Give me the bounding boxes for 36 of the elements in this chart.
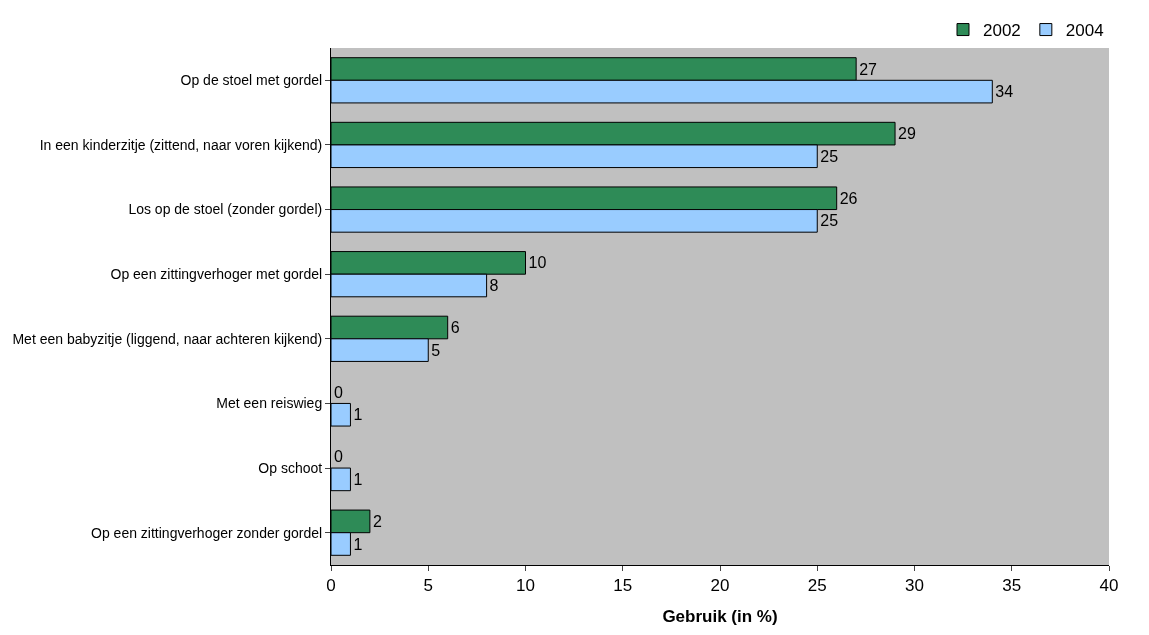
x-tick-label: 15 [613,576,633,596]
y-tick-label: Met een babyzitje (liggend, naar achteren kijkend) [12,330,323,347]
data-label: 10 [528,254,547,272]
data-label: 25 [820,212,839,230]
x-axis-title: Gebruik (in %) [662,606,778,626]
x-tick-label: 40 [1099,576,1119,596]
x-tick-label: 35 [1002,576,1022,596]
y-tick-label: In een kinderzitje (zittend, naar voren kijkend) [39,136,323,153]
x-tick-label: 5 [423,576,433,596]
legend-label: 2004 [1065,21,1104,41]
x-tick-label: 25 [807,576,827,596]
data-label: 0 [334,383,343,401]
x-tick-label: 20 [710,576,730,596]
data-label: 34 [995,83,1014,101]
y-tick-label: Los op de stoel (zonder gordel) [128,201,323,218]
data-label: 2 [372,512,382,530]
data-label: 26 [839,189,858,207]
data-label: 1 [353,535,363,553]
data-label: 29 [898,125,916,143]
y-tick-label: Met een reiswieg [216,395,323,412]
data-label: 5 [431,341,441,359]
x-tick-label: 0 [326,576,336,596]
y-tick-label: Op een zittingverhoger met gordel [110,266,323,283]
y-tick-label: Op een zittingverhoger zonder gordel [91,524,323,541]
data-label: 27 [859,60,878,78]
data-label: 1 [353,406,363,424]
x-tick-label: 10 [516,576,535,596]
data-label: 8 [489,277,499,294]
x-tick-label: 30 [905,576,924,596]
data-label: 0 [334,448,343,466]
legend-label: 2002 [983,21,1021,41]
data-label: 6 [450,319,460,336]
data-label: 25 [820,147,839,165]
y-tick-label: Op de stoel met gordel [180,72,323,89]
data-label: 1 [353,470,363,488]
y-tick-label: Op schoot [258,459,323,476]
